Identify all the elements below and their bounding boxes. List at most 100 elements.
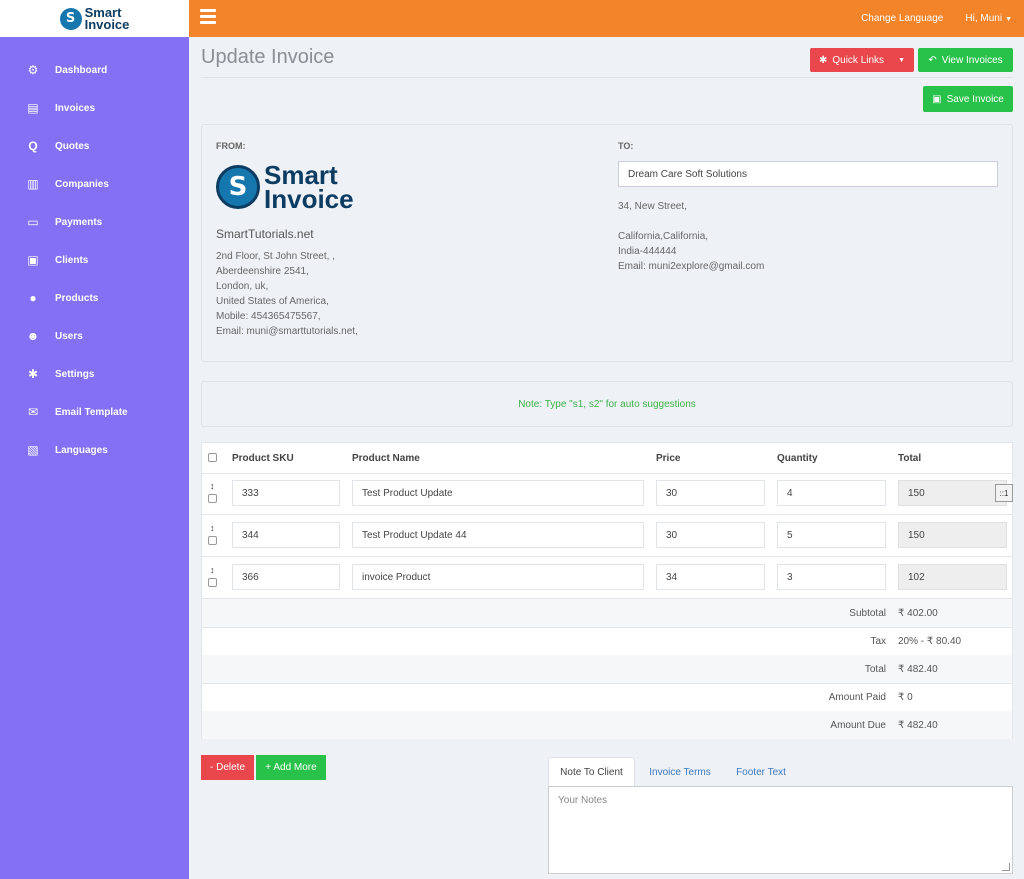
- sidebar-item-label: Languages: [55, 444, 108, 456]
- logo-mark: S: [59, 7, 82, 30]
- sidebar-item-label: Quotes: [55, 140, 90, 152]
- price-input[interactable]: 30: [656, 480, 765, 506]
- notes-placeholder: Your Notes: [558, 795, 608, 806]
- caret-down-icon: ▼: [898, 56, 905, 64]
- save-invoice-button[interactable]: ▣ Save Invoice: [923, 86, 1013, 112]
- sidebar-item-label: Users: [55, 330, 83, 342]
- language-icon: ▧: [27, 443, 39, 457]
- sku-input[interactable]: 333: [232, 480, 340, 506]
- quantity-input[interactable]: 5: [777, 522, 886, 548]
- amount-due-label: Amount Due: [830, 720, 886, 731]
- total-field: 150: [898, 522, 1007, 548]
- row-checkbox[interactable]: [208, 536, 217, 545]
- add-more-button[interactable]: + Add More: [256, 755, 326, 780]
- select-all-checkbox[interactable]: [208, 453, 217, 462]
- quick-links-button[interactable]: ✱ Quick Links ▼: [810, 48, 914, 72]
- price-input[interactable]: 30: [656, 522, 765, 548]
- from-label: FROM:: [216, 141, 246, 151]
- sidebar-item-label: Companies: [55, 178, 109, 190]
- gear-icon: ✱: [818, 54, 828, 66]
- textarea-resize-grip-icon[interactable]: [1002, 863, 1010, 871]
- total-field: 150: [898, 480, 1007, 506]
- sidebar-item-products[interactable]: ● Products: [0, 279, 189, 317]
- company-logo-line-1: Smart: [264, 160, 338, 190]
- sidebar: ⚙ Dashboard ▤ Invoices Q Quotes ▥ Companies …: [0, 37, 189, 879]
- resize-handle-icon[interactable]: ::1: [995, 484, 1013, 502]
- credit-card-icon: ▭: [27, 215, 39, 229]
- gear-icon: ✱: [27, 367, 39, 381]
- sidebar-item-settings[interactable]: ✱ Settings: [0, 355, 189, 393]
- drag-handle-icon[interactable]: ↕: [210, 523, 215, 533]
- tab-invoice-terms[interactable]: Invoice Terms: [649, 766, 711, 778]
- column-header-quantity: Quantity: [777, 453, 818, 464]
- sku-input[interactable]: 344: [232, 522, 340, 548]
- amount-due-value: ₹ 482.40: [898, 720, 938, 731]
- sidebar-item-invoices[interactable]: ▤ Invoices: [0, 89, 189, 127]
- product-name-input[interactable]: Test Product Update: [352, 480, 644, 506]
- client-input[interactable]: Dream Care Soft Solutions: [618, 161, 998, 187]
- total-value: ₹ 482.40: [898, 664, 938, 675]
- floppy-disk-icon: ▣: [932, 93, 942, 105]
- sku-input[interactable]: 366: [232, 564, 340, 590]
- quantity-input[interactable]: 3: [777, 564, 886, 590]
- notes-textarea[interactable]: Your Notes: [548, 786, 1013, 874]
- total-field: 102: [898, 564, 1007, 590]
- amount-paid-label: Amount Paid: [828, 692, 886, 703]
- drag-handle-icon[interactable]: ↕: [210, 565, 215, 575]
- quantity-input[interactable]: 4: [777, 480, 886, 506]
- row-checkbox[interactable]: [208, 578, 217, 587]
- envelope-icon: ✉: [27, 405, 39, 419]
- from-address: 2nd Floor, St John Street, , Aberdeenshi…: [216, 251, 358, 337]
- logo-line-1: Smart: [84, 4, 122, 20]
- dashboard-icon: ⚙: [27, 63, 39, 77]
- sidebar-item-dashboard[interactable]: ⚙ Dashboard: [0, 51, 189, 89]
- column-header-sku: Product SKU: [232, 453, 294, 464]
- column-header-name: Product Name: [352, 453, 420, 464]
- to-label: TO:: [618, 141, 634, 151]
- company-logo: S Smart Invoice: [216, 160, 354, 214]
- company-logo-line-2: Invoice: [264, 184, 354, 214]
- amount-due-row: Amount Due ₹ 482.40: [202, 711, 1012, 739]
- sidebar-item-languages[interactable]: ▧ Languages: [0, 431, 189, 469]
- product-name-input[interactable]: invoice Product: [352, 564, 644, 590]
- sidebar-item-payments[interactable]: ▭ Payments: [0, 203, 189, 241]
- product-icon: ●: [29, 291, 37, 305]
- sidebar-item-label: Dashboard: [55, 64, 108, 76]
- app-logo[interactable]: S Smart Invoice: [0, 0, 189, 37]
- tab-footer-text[interactable]: Footer Text: [736, 766, 786, 778]
- change-language-link[interactable]: Change Language: [861, 13, 944, 24]
- product-name-input[interactable]: Test Product Update 44: [352, 522, 644, 548]
- contact-icon: ▣: [27, 253, 39, 267]
- caret-down-icon: ▼: [1005, 16, 1012, 23]
- menu-toggle-icon[interactable]: [200, 9, 218, 27]
- drag-handle-icon[interactable]: ↕: [210, 481, 215, 491]
- sidebar-item-companies[interactable]: ▥ Companies: [0, 165, 189, 203]
- back-arrow-icon: ↶: [928, 54, 937, 66]
- row-checkbox[interactable]: [208, 494, 217, 503]
- auto-suggestion-note: Note: Type "s1, s2" for auto suggestions: [201, 381, 1013, 427]
- users-icon: ☻: [26, 329, 40, 343]
- price-input[interactable]: 34: [656, 564, 765, 590]
- sidebar-item-email-template[interactable]: ✉ Email Template: [0, 393, 189, 431]
- tab-note-to-client[interactable]: Note To Client: [548, 757, 635, 787]
- delete-button[interactable]: - Delete: [201, 755, 254, 780]
- view-invoices-button[interactable]: ↶ View Invoices: [918, 48, 1013, 72]
- invoice-icon: ▤: [27, 101, 39, 115]
- subtotal-row: Subtotal ₹ 402.00: [202, 599, 1012, 627]
- tax-value: 20% - ₹ 80.40: [898, 636, 962, 647]
- column-header-total: Total: [898, 453, 922, 464]
- sidebar-item-users[interactable]: ☻ Users: [0, 317, 189, 355]
- subtotal-label: Subtotal: [849, 608, 886, 619]
- user-menu[interactable]: Hi, Muni ▼: [965, 13, 1012, 24]
- total-label: Total: [864, 664, 886, 675]
- user-greeting: Hi, Muni: [965, 13, 1003, 24]
- tax-row: Tax 20% - ₹ 80.40: [202, 627, 1012, 655]
- invoice-items-table: Product SKU Product Name Price Quantity …: [201, 442, 1013, 739]
- amount-paid-value: ₹ 0: [898, 692, 913, 703]
- sidebar-item-clients[interactable]: ▣ Clients: [0, 241, 189, 279]
- building-icon: ▥: [27, 177, 39, 191]
- sidebar-item-label: Clients: [55, 254, 89, 266]
- sidebar-item-quotes[interactable]: Q Quotes: [0, 127, 189, 165]
- quote-icon: Q: [28, 139, 38, 153]
- subtotal-value: ₹ 402.00: [898, 608, 938, 619]
